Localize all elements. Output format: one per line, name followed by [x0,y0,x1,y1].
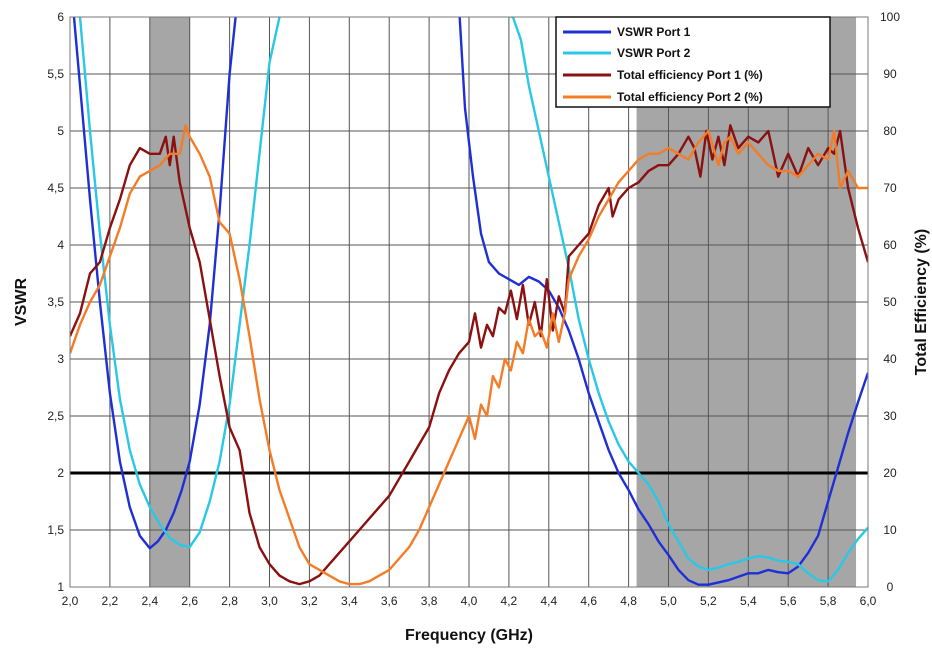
y-right-tick-label: 20 [883,466,897,480]
x-tick-label: 5,0 [660,594,677,608]
y-left-tick-label: 3 [57,352,64,366]
x-tick-label: 3,8 [421,594,438,608]
x-tick-label: 4,0 [461,594,478,608]
x-tick-label: 6,0 [860,594,877,608]
y-left-tick-label: 4,5 [47,181,64,195]
y-right-tick-label: 10 [883,523,897,537]
y-right-tick-label: 90 [883,67,897,81]
y-left-tick-label: 3,5 [47,295,64,309]
x-tick-label: 4,8 [620,594,637,608]
legend: VSWR Port 1 VSWR Port 2 Total efficiency… [555,16,831,108]
y-left-tick-label: 6 [57,10,64,24]
y-left-axis-title: VSWR [13,278,30,326]
legend-label-vswr-port-1: VSWR Port 1 [617,25,691,39]
y-left-tick-label: 5,5 [47,67,64,81]
series-lines [70,17,868,586]
y-left-tick-labels: 1 1,5 2 2,5 3 3,5 4 4,5 5 5,5 6 [47,10,64,594]
y-left-tick-label: 1,5 [47,523,64,537]
series-line-total-efficiency-port-2 [70,124,868,586]
x-tick-label: 5,2 [700,594,717,608]
y-right-tick-label: 0 [887,580,894,594]
x-tick-label: 4,6 [580,594,597,608]
x-tick-label: 4,4 [540,594,557,608]
x-tick-label: 3,2 [301,594,318,608]
y-right-axis-title: Total Efficiency (%) [913,229,930,375]
x-tick-label: 3,4 [341,594,358,608]
x-tick-label: 2,0 [62,594,79,608]
y-right-tick-label: 50 [883,295,897,309]
y-right-tick-label: 100 [880,10,900,24]
x-axis-title: Frequency (GHz) [405,627,533,644]
legend-label-efficiency-port-1: Total efficiency Port 1 (%) [617,68,763,82]
y-right-tick-label: 40 [883,352,897,366]
y-right-tick-label: 80 [883,124,897,138]
series-line-vswr-port-1 [72,17,868,586]
y-right-tick-label: 30 [883,409,897,423]
x-tick-label: 5,8 [820,594,837,608]
y-right-tick-labels: 0 10 20 30 40 50 60 70 80 90 100 [880,10,900,594]
y-left-tick-label: 2 [57,466,64,480]
x-tick-label: 4,2 [501,594,518,608]
y-left-tick-label: 5 [57,124,64,138]
y-left-tick-label: 1 [57,580,64,594]
y-left-tick-label: 2,5 [47,409,64,423]
x-tick-label: 2,4 [141,594,158,608]
legend-label-vswr-port-2: VSWR Port 2 [617,46,691,60]
legend-label-efficiency-port-2: Total efficiency Port 2 (%) [617,90,763,104]
x-tick-labels: 2,0 2,2 2,4 2,6 2,8 3,0 3,2 3,4 3,6 3,8 4,0 4,2 4,4 4… [62,594,877,608]
y-right-tick-label: 70 [883,181,897,195]
plot-frame [69,16,869,588]
x-tick-label: 3,0 [261,594,278,608]
x-tick-label: 3,6 [381,594,398,608]
y-right-tick-label: 60 [883,238,897,252]
x-tick-label: 5,4 [740,594,757,608]
x-tick-label: 5,6 [780,594,797,608]
x-tick-label: 2,6 [181,594,198,608]
x-tick-label: 2,2 [102,594,119,608]
y-left-tick-label: 4 [57,238,64,252]
series-line-vswr-port-2 [78,17,868,583]
series-line-total-efficiency-port-1 [70,124,868,586]
x-tick-label: 2,8 [221,594,238,608]
